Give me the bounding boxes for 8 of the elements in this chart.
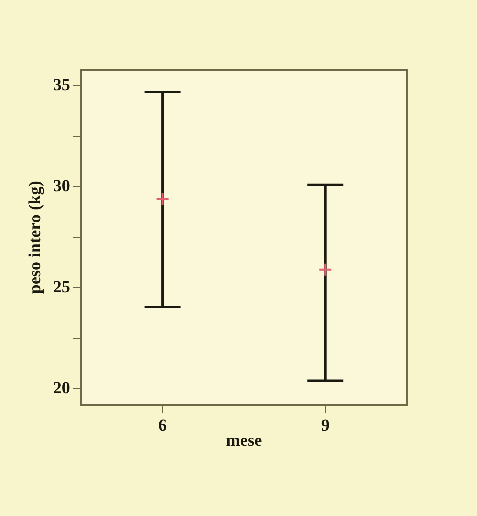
- y-tick-label: 20: [53, 378, 70, 398]
- y-tick-label: 35: [53, 76, 70, 95]
- x-axis-title: mese: [226, 431, 263, 450]
- x-tick-label: 9: [321, 416, 330, 435]
- y-tick-label: 25: [53, 277, 70, 296]
- y-tick-label: 30: [53, 176, 70, 196]
- x-tick-label: 6: [158, 416, 168, 435]
- y-axis-title: peso intero (kg): [26, 181, 45, 294]
